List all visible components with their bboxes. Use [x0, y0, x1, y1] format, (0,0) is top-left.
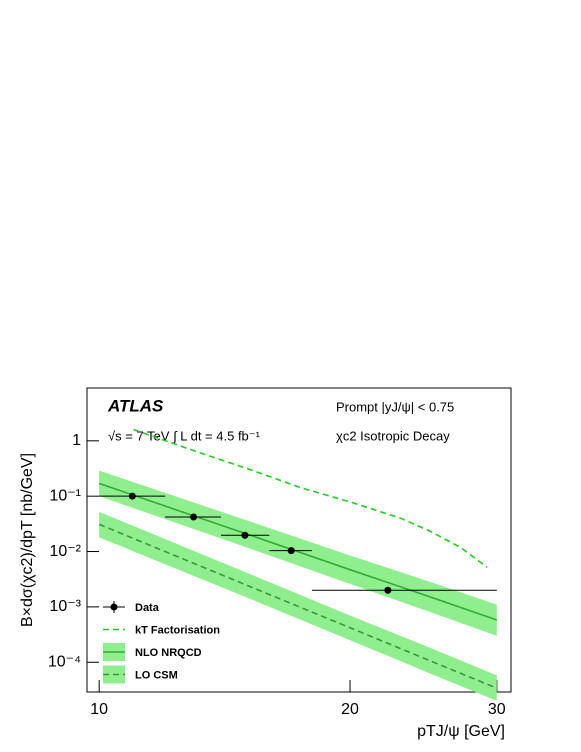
data-point: [241, 531, 249, 539]
y-tick-label: 10⁻³: [49, 598, 81, 615]
x-tick-label: 20: [341, 701, 359, 718]
legend-label: LO CSM: [135, 669, 178, 681]
line: [98, 523, 498, 689]
x-axis-label: pTJ/ψ [GeV]: [417, 723, 505, 740]
y-tick-label: 1: [72, 432, 81, 449]
rapidity-label: Prompt |yJ/ψ| < 0.75: [336, 399, 454, 414]
y-tick-label: 10⁻¹: [49, 487, 81, 504]
data-point: [384, 586, 392, 594]
legend-label: NLO NRQCD: [135, 647, 202, 659]
x-tick-label: 10: [90, 701, 108, 718]
y-tick-label: 10⁻⁴: [48, 653, 81, 670]
legend-marker: [110, 603, 118, 611]
plot-frame: [86, 387, 512, 693]
atlas-label: ATLAS: [107, 396, 164, 415]
band: [99, 470, 497, 636]
data-point: [190, 513, 198, 521]
x-tick-label: 30: [488, 701, 506, 718]
y-tick-label: 10⁻²: [49, 543, 81, 560]
data-point: [287, 547, 295, 555]
legend-label: Data: [135, 602, 160, 614]
y-axis-label: B×dσ(χc2)/dpT [nb/GeV]: [19, 453, 36, 627]
decay-label: χc2 Isotropic Decay: [336, 428, 450, 443]
data-point: [128, 492, 136, 500]
legend-label: kT Factorisation: [135, 624, 220, 636]
energy-label: √s = 7 TeV ∫ L dt = 4.5 fb⁻¹: [108, 428, 261, 443]
